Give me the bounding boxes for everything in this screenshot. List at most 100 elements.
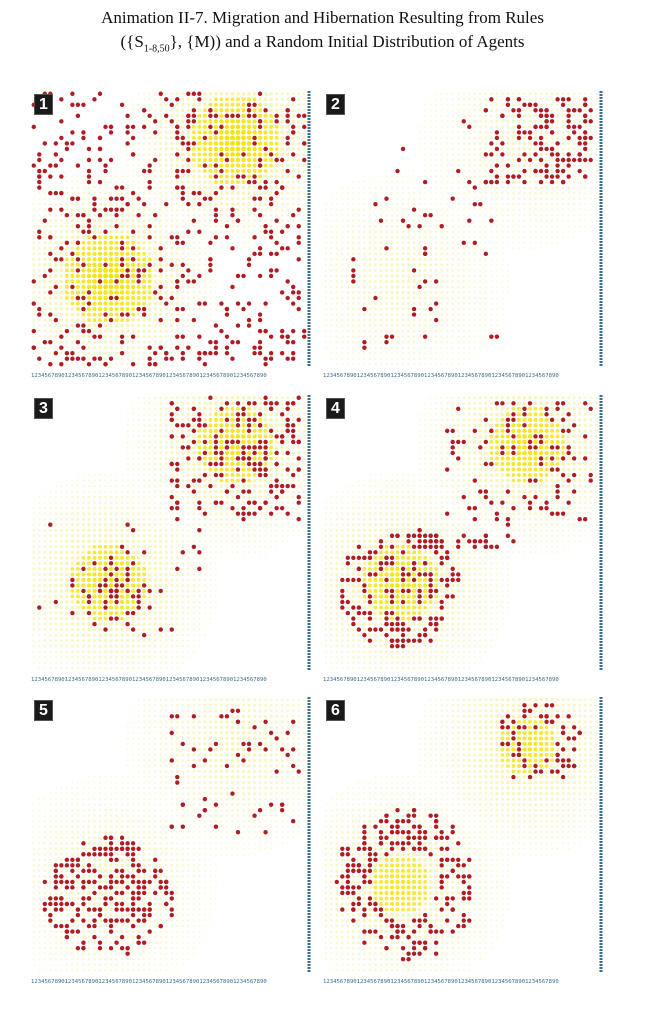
sugar-cell <box>70 323 75 328</box>
sugar-cell <box>368 197 372 200</box>
sugar-cell <box>175 119 179 124</box>
sugar-cell <box>490 247 493 250</box>
sugar-cell <box>401 235 405 239</box>
sugar-cell <box>506 136 510 140</box>
sugar-cell <box>49 512 52 515</box>
sugar-cell <box>208 97 213 102</box>
sugar-cell <box>43 268 47 273</box>
sugar-cell <box>561 153 565 156</box>
sugar-cell <box>54 561 58 566</box>
sugar-cell <box>528 219 532 222</box>
agent-dot <box>302 157 307 163</box>
sugar-cell <box>468 346 471 349</box>
sugar-cell <box>246 130 252 135</box>
sugar-cell <box>280 197 284 201</box>
sugar-cell <box>37 324 41 327</box>
sugar-cell <box>170 352 173 355</box>
sugar-cell <box>330 203 333 206</box>
sugar-cell <box>48 329 52 333</box>
sugar-cell <box>220 236 223 239</box>
sugar-cell <box>429 203 432 206</box>
sugar-cell <box>65 616 69 621</box>
sugar-cell <box>208 180 213 184</box>
agent-dot <box>274 268 279 273</box>
sugar-cell <box>440 164 443 167</box>
sugar-cell <box>230 157 235 163</box>
sugar-cell <box>495 197 499 200</box>
agent-dot <box>197 190 202 196</box>
agent-dot <box>274 251 279 257</box>
sugar-cell <box>429 302 433 305</box>
sugar-cell <box>368 175 371 178</box>
agent-dot <box>141 268 147 273</box>
agent-dot <box>411 312 417 317</box>
sugar-cell <box>103 340 108 344</box>
agent-dot <box>555 174 560 179</box>
sugar-cell <box>451 291 455 294</box>
sugar-cell <box>550 158 554 162</box>
sugar-cell <box>236 191 240 195</box>
sugar-cell <box>98 362 102 366</box>
sugar-cell <box>43 257 47 261</box>
sugar-cell <box>556 186 559 189</box>
sugar-cell <box>242 241 245 244</box>
sugar-cell <box>402 175 405 178</box>
sugar-cell <box>114 262 119 268</box>
sugar-cell <box>446 197 449 200</box>
sugar-cell <box>368 219 372 222</box>
sugar-cell <box>175 147 179 151</box>
sugar-cell <box>81 240 86 245</box>
sugar-cell <box>219 102 224 107</box>
sugar-cell <box>324 241 327 244</box>
sugar-cell <box>297 103 301 107</box>
sugar-cell <box>335 269 339 272</box>
sugar-cell <box>225 191 229 195</box>
figure-title: Animation II-7. Migration and Hibernatio… <box>0 6 645 61</box>
sugar-cell <box>43 318 47 322</box>
sugar-cell <box>490 208 493 211</box>
sugar-cell <box>54 197 58 200</box>
sugar-cell <box>479 302 482 305</box>
sugar-cell <box>468 280 471 283</box>
sugar-cell <box>54 572 58 577</box>
sugar-cell <box>92 346 97 350</box>
sugar-cell <box>363 224 366 228</box>
sugar-cell <box>159 153 163 156</box>
sugar-cell <box>71 363 74 366</box>
sugar-cell <box>462 302 465 305</box>
sugar-cell <box>48 534 52 538</box>
sugar-cell <box>506 225 510 228</box>
sugar-cell <box>418 125 421 128</box>
sugar-cell <box>479 186 482 189</box>
sugar-cell <box>390 346 394 349</box>
sugar-cell <box>451 153 454 156</box>
sugar-cell <box>352 296 355 300</box>
sugar-cell <box>517 186 521 189</box>
agent-dot <box>285 356 290 361</box>
sugar-cell <box>440 181 443 184</box>
sugar-cell <box>368 285 372 289</box>
agent-dot <box>494 130 500 135</box>
sugar-cell <box>76 484 80 488</box>
sugar-cell <box>43 578 47 582</box>
sugar-cell <box>484 97 488 101</box>
sugar-cell <box>401 290 405 295</box>
sugar-cell <box>490 202 493 206</box>
sugar-cell <box>429 340 432 344</box>
sugar-cell <box>467 142 471 145</box>
sugar-cell <box>64 285 69 289</box>
sugar-cell <box>252 169 257 174</box>
sugar-cell <box>54 539 58 543</box>
sugar-cell <box>462 258 466 261</box>
sugar-cell <box>468 225 471 228</box>
sugar-cell <box>109 346 113 350</box>
sugar-cell <box>363 252 366 256</box>
sugar-cell <box>98 191 102 195</box>
sugar-cell <box>362 291 366 294</box>
sugar-cell <box>38 633 41 637</box>
sugar-cell <box>462 180 465 184</box>
sugar-cell <box>330 313 333 316</box>
sugar-cell <box>457 131 460 134</box>
agent-dot <box>208 108 213 113</box>
agent-dot <box>257 119 263 124</box>
